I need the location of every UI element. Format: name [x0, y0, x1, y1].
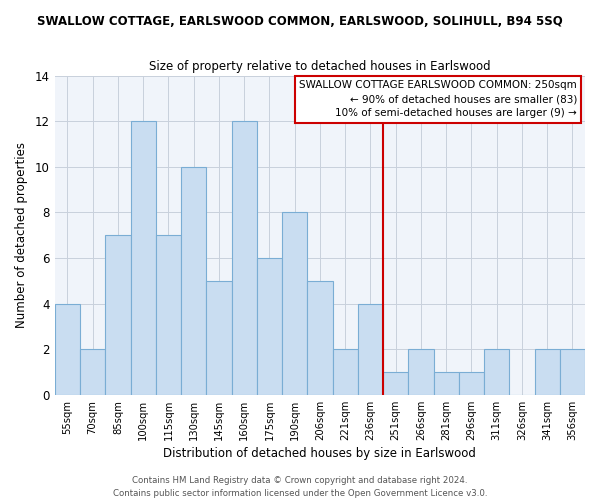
Text: Contains HM Land Registry data © Crown copyright and database right 2024.
Contai: Contains HM Land Registry data © Crown c… — [113, 476, 487, 498]
Y-axis label: Number of detached properties: Number of detached properties — [15, 142, 28, 328]
Bar — [282, 212, 307, 395]
Bar — [257, 258, 282, 395]
Bar — [383, 372, 408, 395]
Bar — [408, 349, 434, 395]
Bar — [560, 349, 585, 395]
Bar — [131, 121, 156, 395]
Bar — [307, 281, 332, 395]
Bar — [484, 349, 509, 395]
Bar — [459, 372, 484, 395]
Bar — [434, 372, 459, 395]
Bar — [181, 167, 206, 395]
Bar — [332, 349, 358, 395]
Text: SWALLOW COTTAGE EARLSWOOD COMMON: 250sqm
← 90% of detached houses are smaller (8: SWALLOW COTTAGE EARLSWOOD COMMON: 250sqm… — [299, 80, 577, 118]
Text: SWALLOW COTTAGE, EARLSWOOD COMMON, EARLSWOOD, SOLIHULL, B94 5SQ: SWALLOW COTTAGE, EARLSWOOD COMMON, EARLS… — [37, 15, 563, 28]
Bar — [232, 121, 257, 395]
Bar — [156, 235, 181, 395]
Bar — [55, 304, 80, 395]
Bar — [106, 235, 131, 395]
Bar — [358, 304, 383, 395]
Title: Size of property relative to detached houses in Earlswood: Size of property relative to detached ho… — [149, 60, 491, 73]
Bar — [80, 349, 106, 395]
Bar — [206, 281, 232, 395]
Bar — [535, 349, 560, 395]
X-axis label: Distribution of detached houses by size in Earlswood: Distribution of detached houses by size … — [163, 447, 476, 460]
